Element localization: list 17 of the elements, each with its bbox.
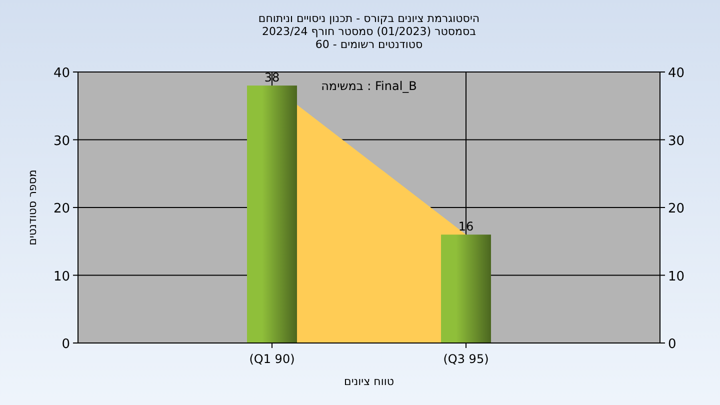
y-tick-label: 20 <box>53 202 70 216</box>
y-tick-label: 30 <box>53 134 70 149</box>
y-axis-title: מספר סטודנטים <box>26 170 39 246</box>
y2-tick-label: 40 <box>668 66 685 81</box>
chart-subtitle: בסמסטר (01/2023) סמסטר חורף 2023/24 סטודנטים רשומים - 60 <box>262 25 476 51</box>
x-axis-title: טווח ציונים <box>344 375 394 388</box>
y-tick-label: 0 <box>62 337 70 352</box>
x-tick-label: (Q3 95) <box>443 352 489 366</box>
y2-tick-label: 0 <box>668 337 676 352</box>
y2-tick-label: 20 <box>668 202 685 216</box>
annotation: במשימה : Final_B <box>321 79 417 93</box>
y-tick-label: 10 <box>53 269 70 284</box>
y2-tick-label: 10 <box>668 269 685 284</box>
y-tick-label: 40 <box>53 66 70 81</box>
x-tick-label: (Q1 90) <box>249 352 295 366</box>
chart-title: היסטוגרמת ציונים בקורס - תכנון ניסויים וניתוחם <box>258 12 480 25</box>
y2-tick-label: 30 <box>668 134 685 149</box>
